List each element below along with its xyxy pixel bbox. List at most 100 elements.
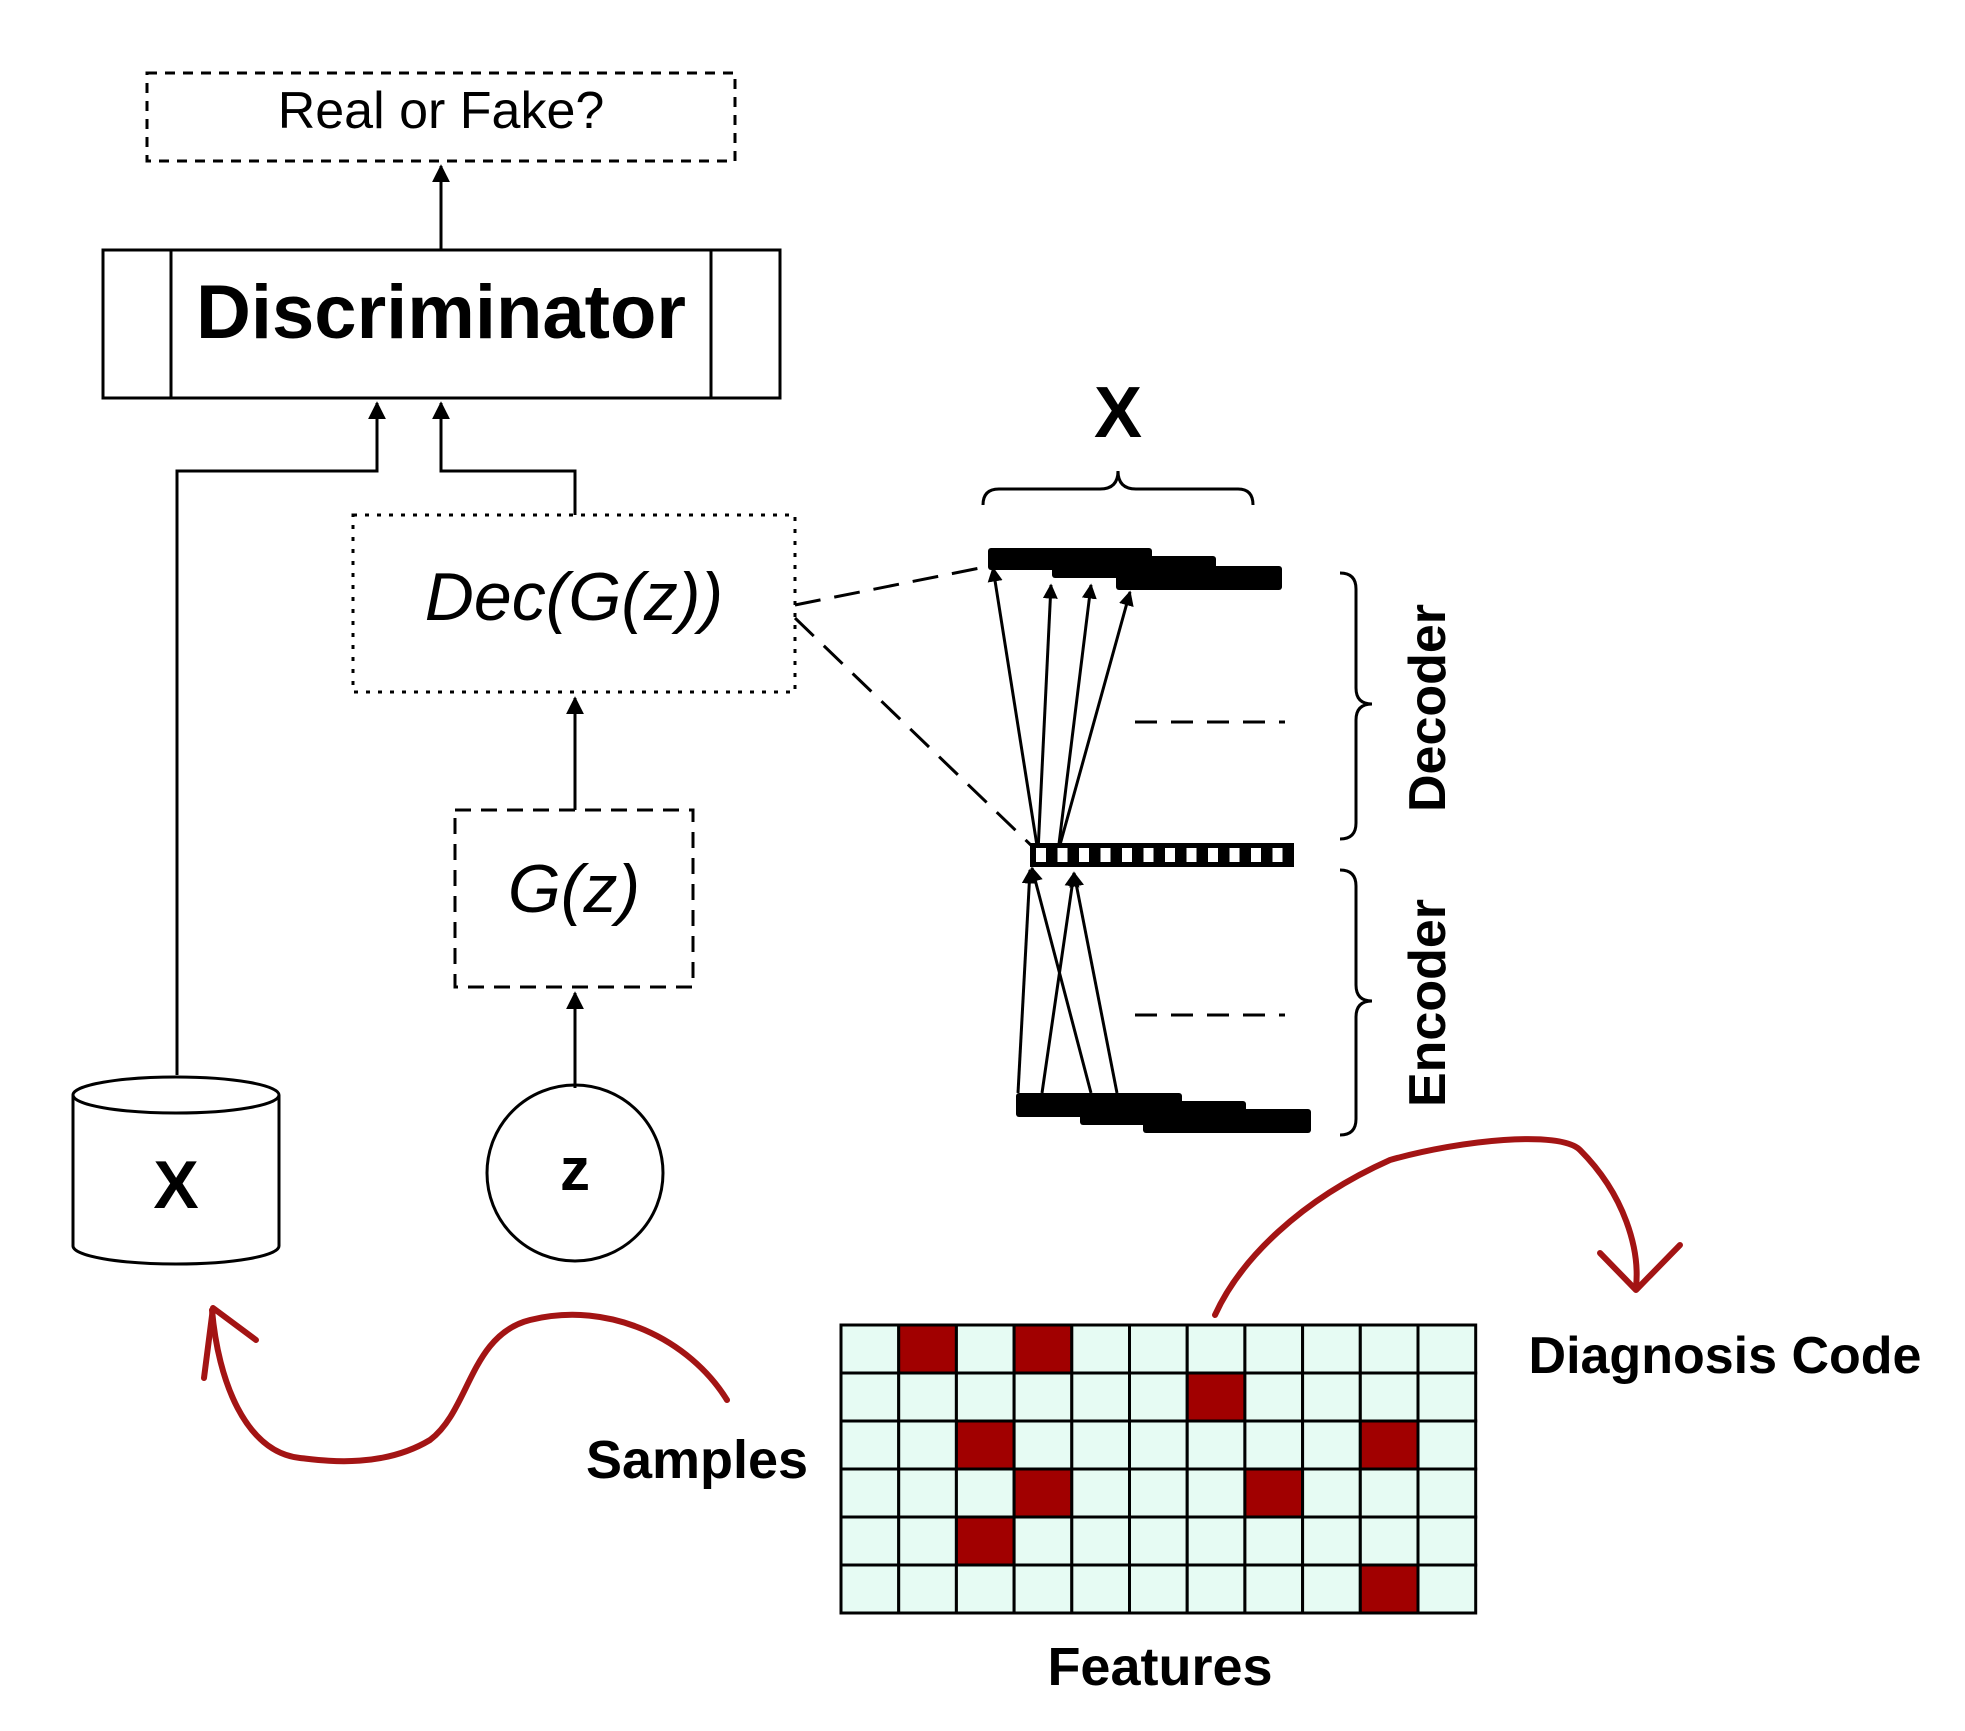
diagnosis-code-label: Diagnosis Code <box>1529 1327 1922 1385</box>
matrix-cell <box>897 1515 958 1567</box>
matrix-cell <box>1243 1419 1305 1471</box>
encoder-arrow <box>1040 871 1080 1094</box>
decoder-arrow <box>1056 590 1134 853</box>
bottleneck-unit <box>1251 848 1261 862</box>
bottleneck-layer <box>1030 843 1294 867</box>
matrix-cell <box>1301 1371 1362 1423</box>
decoder-arrow <box>1036 583 1058 853</box>
matrix-cell <box>1243 1515 1305 1567</box>
matrix-cell <box>1070 1563 1132 1615</box>
matrix-cell-active <box>897 1323 958 1375</box>
matrix-cell <box>1416 1515 1478 1567</box>
output-layer-bar <box>1116 566 1282 590</box>
matrix-cell <box>1185 1563 1247 1615</box>
matrix-cell <box>1416 1419 1478 1471</box>
data-store-label: X <box>153 1147 198 1223</box>
matrix-cell <box>1358 1371 1420 1423</box>
bottleneck-unit <box>1122 848 1132 862</box>
matrix-cell <box>1301 1323 1362 1375</box>
matrix-cell <box>1301 1563 1362 1615</box>
matrix-cell-active <box>954 1515 1016 1567</box>
matrix-cell <box>1301 1515 1362 1567</box>
matrix-cell <box>1128 1371 1189 1423</box>
encoder-arrow <box>1028 866 1093 1094</box>
matrix-cell <box>1070 1515 1132 1567</box>
discriminator-label: Discriminator <box>196 270 686 355</box>
matrix-cell-active <box>954 1419 1016 1471</box>
output-label: Real or Fake? <box>278 82 605 140</box>
bottleneck-unit <box>1079 848 1089 862</box>
data-store-icon: X <box>71 1075 281 1266</box>
features-label: Features <box>1047 1637 1272 1697</box>
matrix-cell <box>1070 1419 1132 1471</box>
matrix-cell <box>1185 1515 1247 1567</box>
matrix-cell <box>1358 1515 1420 1567</box>
matrix-cell <box>1243 1323 1305 1375</box>
arrow-data-to-disc <box>175 401 386 1075</box>
bottleneck-unit <box>1165 848 1175 862</box>
zoom-line-top <box>794 564 991 607</box>
matrix-cell <box>897 1419 958 1471</box>
matrix-cell <box>839 1563 901 1615</box>
matrix-cell <box>1128 1467 1189 1519</box>
matrix-cell <box>839 1515 901 1567</box>
matrix-cell <box>1243 1563 1305 1615</box>
ehr-matrix <box>839 1323 1478 1615</box>
matrix-cell-active <box>1358 1563 1420 1615</box>
bottleneck-unit <box>1272 848 1283 862</box>
decoder-arrow <box>987 566 1040 853</box>
bottleneck-unit <box>1100 848 1111 862</box>
matrix-cell <box>839 1371 901 1423</box>
matrix-cell <box>1243 1371 1305 1423</box>
matrix-cell <box>954 1467 1016 1519</box>
decoder-label: Decoder <box>1399 604 1457 812</box>
matrix-cell-active <box>1358 1419 1420 1471</box>
matrix-cell <box>1012 1371 1074 1423</box>
discriminator-box: Discriminator <box>101 248 782 400</box>
matrix-cell <box>839 1467 901 1519</box>
noise-label: z <box>560 1136 590 1203</box>
bottleneck-unit <box>1143 848 1154 862</box>
autoencoder-output-label: X <box>1094 373 1142 453</box>
matrix-cell <box>1358 1467 1420 1519</box>
encoder-arrow <box>1069 871 1119 1094</box>
output-brace <box>981 470 1255 506</box>
bottleneck-unit <box>1057 848 1068 862</box>
matrix-cell <box>1128 1323 1189 1375</box>
matrix-cell <box>1416 1467 1478 1519</box>
matrix-cell <box>954 1563 1016 1615</box>
matrix-cell <box>1358 1323 1420 1375</box>
matrix-cell <box>1070 1371 1132 1423</box>
input-layer-bar <box>1143 1109 1311 1133</box>
matrix-cell-active <box>1012 1323 1074 1375</box>
matrix-cell <box>1185 1323 1247 1375</box>
matrix-cell <box>1070 1467 1132 1519</box>
matrix-cell <box>1128 1515 1189 1567</box>
decoder-arrow <box>1056 583 1097 853</box>
matrix-cell-active <box>1185 1371 1247 1423</box>
bottleneck-unit <box>1186 848 1197 862</box>
generator-box: G(z) <box>453 808 695 989</box>
samples-arrow <box>201 1305 730 1465</box>
bottleneck-unit <box>1208 848 1218 862</box>
matrix-cell <box>1301 1419 1362 1471</box>
decoder-brace <box>1339 571 1373 841</box>
output-box: Real or Fake? <box>145 71 737 163</box>
matrix-cell-active <box>1012 1467 1074 1519</box>
matrix-cell <box>1301 1467 1362 1519</box>
samples-label: Samples <box>586 1430 808 1490</box>
matrix-cell <box>1012 1515 1074 1567</box>
matrix-cell <box>897 1467 958 1519</box>
zoom-line-bottom <box>793 616 1038 852</box>
matrix-cell <box>954 1323 1016 1375</box>
autoencoder: X Decoder Encoder <box>981 373 1457 1137</box>
matrix-cell <box>1416 1371 1478 1423</box>
decoded-label: Dec(G(z)) <box>425 559 723 635</box>
bottleneck-unit <box>1229 848 1240 862</box>
matrix-cell <box>839 1323 901 1375</box>
matrix-cell <box>1416 1563 1478 1615</box>
matrix-cell <box>1128 1419 1189 1471</box>
bottleneck-unit <box>1036 848 1046 862</box>
encoder-arrow <box>1016 868 1037 1094</box>
matrix-cell <box>897 1563 958 1615</box>
